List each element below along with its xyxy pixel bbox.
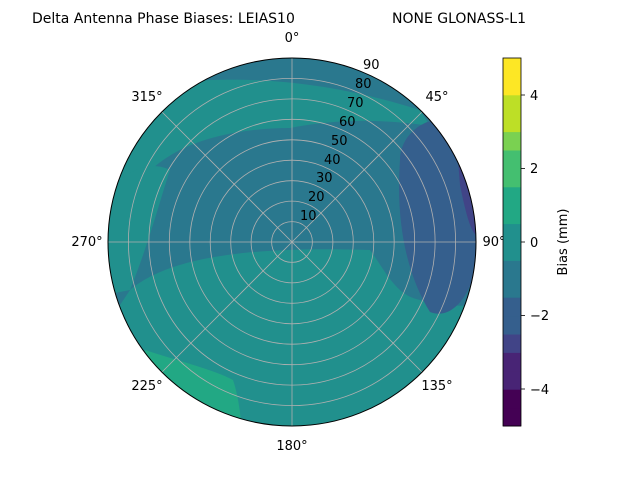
colorbar-band: [503, 278, 521, 298]
angular-grid: [108, 58, 476, 426]
radial-label-40: 40: [324, 153, 341, 168]
radial-tick-labels: 10 20 30 40 50 60 70 80 90: [300, 58, 380, 224]
colorbar-band: [503, 370, 521, 390]
colorbar: 4 2 0 −2 −4 Bias (mm): [502, 57, 571, 427]
angle-label-225: 225°: [131, 379, 162, 394]
colorbar-band: [503, 352, 521, 372]
colorbar-band: [503, 334, 521, 353]
radial-label-50: 50: [331, 134, 348, 149]
contour-region-west-sector: [108, 166, 170, 295]
colorbar-band: [503, 315, 521, 335]
colorbar-band: [503, 407, 521, 427]
colorbar-band: [503, 76, 521, 96]
colorbar-band: [503, 205, 521, 225]
colorbar-tick-neg2: −2: [530, 309, 549, 324]
colorbar-tick-2: 2: [530, 162, 538, 177]
radial-label-30: 30: [316, 171, 333, 186]
contour-region-east-rim: [458, 160, 476, 235]
plot-frame: [107, 57, 477, 427]
angle-label-45: 45°: [425, 90, 448, 105]
colorbar-band: [503, 94, 521, 114]
radial-label-10: 10: [300, 209, 317, 224]
angle-label-180: 180°: [276, 439, 307, 454]
angle-label-315: 315°: [131, 90, 162, 105]
colorbar-band: [503, 58, 521, 77]
radial-label-80: 80: [355, 77, 372, 92]
colorbar-band: [503, 389, 521, 409]
colorbar-band: [503, 150, 521, 169]
colorbar-band: [503, 260, 521, 280]
angle-label-270: 270°: [71, 235, 102, 250]
contour-region-north-band: [108, 79, 430, 215]
colorbar-bands: [503, 58, 521, 427]
colorbar-band: [503, 242, 521, 261]
colorbar-band: [503, 223, 521, 243]
angle-label-0: 0°: [285, 31, 300, 46]
colorbar-tick-4: 4: [530, 89, 538, 104]
colorbar-band: [503, 168, 521, 188]
radial-label-60: 60: [339, 115, 356, 130]
colorbar-band: [503, 297, 521, 317]
radial-label-70: 70: [347, 96, 364, 111]
colorbar-label: Bias (mm): [556, 209, 571, 276]
angle-tick-labels: 0° 45° 90° 135° 180° 225° 270° 315°: [71, 31, 505, 454]
angle-label-135: 135°: [421, 379, 452, 394]
radial-label-20: 20: [308, 190, 325, 205]
colorbar-tick-neg4: −4: [530, 383, 549, 398]
colorbar-band: [503, 186, 521, 206]
angle-label-90: 90°: [482, 235, 505, 250]
colorbar-band: [503, 131, 521, 151]
colorbar-tick-0: 0: [530, 236, 538, 251]
chart-title-right: NONE GLONASS-L1: [392, 11, 526, 27]
chart-title-left: Delta Antenna Phase Biases: LEIAS10: [32, 11, 295, 27]
colorbar-band: [503, 113, 521, 133]
radial-label-90: 90: [363, 58, 380, 73]
contour-region-east-patch: [399, 119, 476, 314]
